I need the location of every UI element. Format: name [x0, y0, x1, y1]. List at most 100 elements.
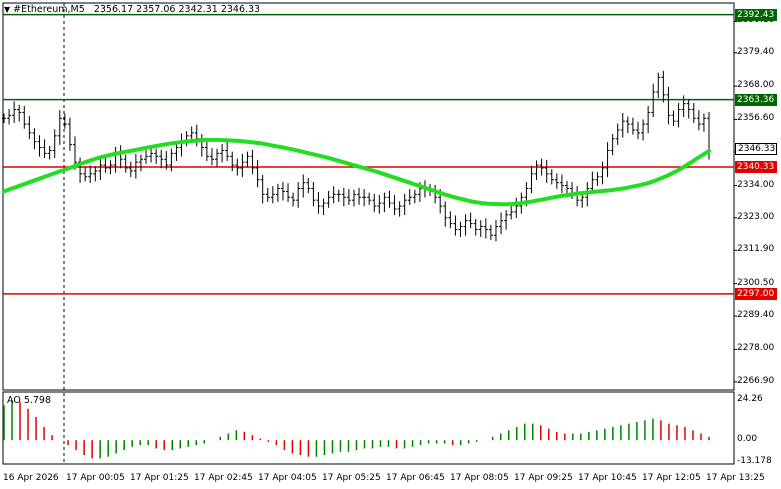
collapse-arrow-icon[interactable]: ▼	[4, 5, 11, 14]
price-bar	[671, 110, 676, 126]
price-bar	[549, 169, 554, 185]
price-bar	[666, 86, 671, 125]
price-bar	[275, 183, 280, 202]
time-tick-label: 17 Apr 13:25	[706, 473, 765, 483]
price-bar	[118, 145, 123, 169]
price-bar	[169, 148, 174, 172]
price-bar	[600, 161, 605, 185]
price-bar	[625, 116, 630, 134]
price-tick-label: 2300.50	[737, 277, 775, 288]
price-bar	[209, 148, 214, 166]
chart-header: ▼ #Ethereum,M5 2356.17 2357.06 2342.31 23…	[4, 4, 260, 15]
price-bar	[468, 212, 473, 229]
price-bar	[595, 172, 600, 186]
time-tick-label: 17 Apr 10:45	[578, 473, 637, 483]
price-tick-label: 2311.90	[737, 244, 775, 255]
price-bar	[98, 158, 103, 181]
price-bar	[529, 165, 534, 194]
current-price-badge: 2346.33	[735, 143, 777, 156]
price-bar	[128, 161, 133, 178]
price-bar	[453, 215, 458, 236]
price-bar	[463, 214, 468, 236]
price-bar	[7, 108, 12, 125]
price-bar	[301, 174, 306, 198]
price-bar	[641, 119, 646, 141]
level-2340-badge: 2340.33	[735, 161, 777, 174]
price-bar	[392, 194, 397, 216]
price-bar	[154, 148, 159, 164]
price-bar	[686, 98, 691, 119]
ohlc-open: 2356.17	[93, 4, 134, 15]
price-bar	[133, 153, 138, 179]
price-bar	[458, 221, 463, 238]
indicator-tick-label: -13.178	[737, 456, 772, 466]
price-bar	[478, 220, 483, 238]
price-bar	[473, 218, 478, 236]
level-2392-badge: 2392.43	[735, 8, 777, 21]
price-bar	[67, 117, 72, 151]
price-bar	[291, 192, 296, 207]
price-bar	[554, 173, 559, 189]
price-bar	[42, 139, 47, 159]
price-bar	[433, 184, 438, 204]
price-bar	[57, 110, 62, 145]
indicator-label: AO 5.798	[7, 395, 51, 406]
level-lines	[3, 13, 734, 295]
price-bar	[387, 190, 392, 208]
price-bar	[47, 145, 52, 160]
price-bar	[245, 151, 250, 167]
price-tick-label: 2289.40	[737, 310, 775, 321]
price-bar	[113, 146, 118, 173]
price-bar	[225, 142, 230, 161]
price-bar	[590, 171, 595, 194]
moving-average-line	[2, 137, 711, 207]
price-bar	[610, 134, 615, 156]
price-bar	[260, 175, 265, 204]
price-bar	[651, 83, 656, 118]
price-bar	[103, 156, 108, 173]
price-tick-label: 2379.40	[737, 46, 775, 57]
price-bar	[615, 123, 620, 145]
price-bar	[397, 201, 402, 217]
price-bar	[701, 113, 706, 132]
time-tick-label: 17 Apr 02:45	[194, 473, 253, 483]
time-tick-label: 17 Apr 00:05	[66, 473, 125, 483]
time-tick-label: 17 Apr 06:45	[386, 473, 445, 483]
price-tick-label: 2356.60	[737, 113, 775, 124]
price-bar	[681, 95, 686, 118]
price-bar	[32, 128, 37, 150]
indicator-tick-label: 24.26	[737, 394, 763, 404]
time-tick-label: 17 Apr 01:25	[130, 473, 189, 483]
price-bar	[620, 112, 625, 138]
price-bar	[194, 124, 199, 147]
price-bar	[696, 110, 701, 131]
time-tick-label: 17 Apr 05:25	[322, 473, 381, 483]
price-bar	[509, 205, 514, 220]
price-bar	[78, 157, 83, 183]
price-bar	[580, 192, 585, 208]
price-bar	[255, 159, 260, 188]
price-bar	[493, 220, 498, 242]
price-panel-frame	[2, 2, 735, 391]
price-bar	[336, 189, 341, 202]
price-bar	[362, 189, 367, 207]
price-bar	[676, 103, 681, 128]
ao-histogram	[3, 400, 710, 459]
price-bar	[488, 224, 493, 240]
price-bar	[534, 160, 539, 181]
price-bar	[382, 192, 387, 213]
time-tick-label: 17 Apr 09:25	[514, 473, 573, 483]
indicator-value: 5.798	[23, 395, 52, 406]
price-bar	[83, 167, 88, 182]
ohlc-low: 2342.31	[178, 4, 218, 15]
price-bar	[306, 177, 311, 194]
price-bar	[316, 192, 321, 214]
price-bar	[635, 121, 640, 140]
price-tick-label: 2266.90	[737, 375, 775, 386]
price-bar	[270, 186, 275, 204]
price-bar	[499, 212, 504, 235]
price-bar	[412, 189, 417, 204]
price-bar	[215, 148, 220, 167]
